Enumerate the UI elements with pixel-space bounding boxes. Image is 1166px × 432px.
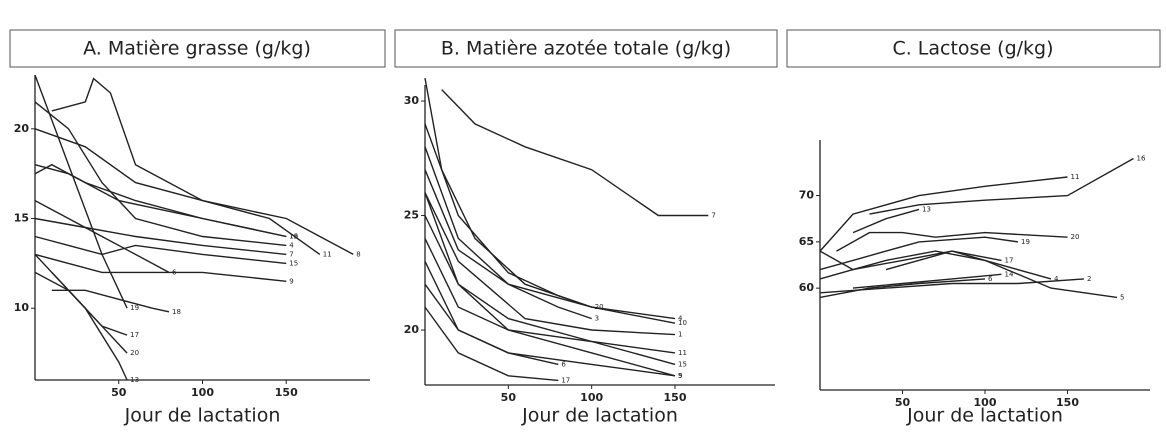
- curve: [424, 238, 676, 366]
- curve-label: 7: [289, 250, 293, 258]
- title-box: [9, 29, 386, 68]
- x-tick-label: 50: [895, 396, 911, 409]
- curve-label: 17: [130, 331, 139, 339]
- x-tick-label: 150: [664, 391, 687, 404]
- curve: [819, 176, 1068, 252]
- y-tick-label: 25: [404, 209, 419, 222]
- curve-label: 11: [678, 349, 687, 357]
- curve-label: 15: [289, 259, 298, 267]
- curve-label: 9: [289, 277, 293, 285]
- x-tick-label: 100: [191, 386, 214, 399]
- x-tick-label: 50: [501, 391, 517, 404]
- curve-label: 10: [678, 319, 687, 327]
- curve-label: 4: [678, 315, 683, 323]
- curve: [424, 169, 676, 324]
- curve-label: 17: [1005, 256, 1014, 264]
- curve-label: 5: [1120, 293, 1124, 301]
- curve: [836, 231, 1068, 252]
- x-tick-label: 50: [111, 386, 127, 399]
- curve-label: 20: [1071, 233, 1080, 241]
- curve-label: 4: [1054, 275, 1059, 283]
- curve: [424, 123, 592, 308]
- y-tick-label: 30: [404, 94, 420, 107]
- curve: [34, 217, 287, 256]
- curve-label: 20: [130, 349, 139, 357]
- curve: [819, 236, 1019, 271]
- y-tick-label: 60: [799, 281, 815, 294]
- curve: [441, 89, 709, 217]
- curve: [34, 128, 321, 255]
- y-tick-label: 65: [799, 235, 814, 248]
- curve: [819, 250, 1052, 280]
- y-tick-label: 20: [14, 122, 30, 135]
- y-tick-label: 20: [404, 323, 420, 336]
- curve: [424, 215, 676, 354]
- curve-label: 14: [1005, 270, 1014, 278]
- curve-label: 13: [130, 376, 139, 384]
- curve: [424, 192, 676, 336]
- y-tick-label: 70: [799, 189, 815, 202]
- x-tick-label: 150: [1056, 396, 1079, 409]
- curve-label: 8: [356, 250, 360, 258]
- curve-label: 13: [922, 205, 931, 213]
- x-axis-label: Jour de lactation: [906, 405, 1063, 427]
- x-axis-label: Jour de lactation: [124, 405, 281, 427]
- curve: [885, 250, 1118, 299]
- curve-label: 11: [1071, 173, 1080, 181]
- curve-label: 11: [323, 250, 332, 258]
- curve-label: 15: [678, 360, 687, 368]
- curve: [34, 101, 287, 247]
- panel-title: A. Matière grasse (g/kg): [83, 38, 311, 60]
- curve: [852, 208, 920, 234]
- title-box: [786, 29, 1161, 68]
- curve-label: 3: [595, 315, 599, 323]
- curve-label: 20: [595, 303, 604, 311]
- curve: [34, 253, 287, 282]
- curve-label: 19: [130, 304, 139, 312]
- curve-label: 16: [289, 232, 298, 240]
- curve: [51, 289, 170, 313]
- x-tick-label: 100: [580, 391, 603, 404]
- curve-label: 4: [289, 241, 294, 249]
- curve: [424, 283, 559, 366]
- curve-label: 9: [678, 372, 682, 380]
- y-tick-label: 15: [14, 212, 29, 225]
- curve-label: 6: [988, 275, 993, 283]
- curve: [51, 271, 128, 381]
- curve-label: 5: [678, 372, 682, 380]
- x-tick-label: 100: [974, 396, 997, 409]
- x-axis-label: Jour de lactation: [521, 405, 678, 427]
- curve-label: 18: [172, 308, 181, 316]
- title-box: [394, 29, 778, 68]
- y-tick-label: 10: [14, 301, 30, 314]
- curve: [34, 199, 170, 274]
- curve: [819, 250, 1002, 280]
- curve: [424, 146, 592, 320]
- curve-label: 17: [561, 376, 570, 384]
- curve: [34, 163, 287, 238]
- curve: [424, 77, 676, 320]
- curve: [34, 235, 287, 265]
- curve: [424, 192, 676, 377]
- curve: [34, 271, 128, 354]
- curve: [34, 74, 128, 309]
- panel-title: B. Matière azotée totale (g/kg): [441, 38, 731, 60]
- panel-title: C. Lactose (g/kg): [892, 38, 1053, 60]
- curve: [424, 306, 559, 382]
- curve-label: 7: [711, 212, 715, 220]
- curve-label: 1: [678, 331, 682, 339]
- curve: [51, 77, 354, 256]
- curve: [852, 273, 1002, 289]
- curve: [424, 260, 676, 377]
- curve: [819, 278, 986, 299]
- curve-label: 2: [1087, 275, 1091, 283]
- x-tick-label: 150: [275, 386, 298, 399]
- curve: [869, 157, 1134, 215]
- curve-label: 16: [1137, 155, 1146, 163]
- curve-label: 19: [1021, 238, 1030, 246]
- curve-label: 6: [561, 360, 566, 368]
- curve-label: 12: [289, 232, 298, 240]
